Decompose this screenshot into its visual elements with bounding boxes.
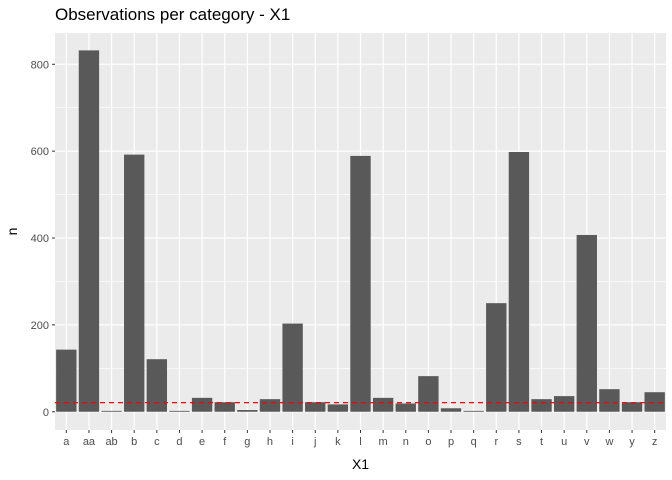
x-tick-label: z — [652, 436, 658, 448]
x-tick-label: d — [176, 436, 182, 448]
bar-e — [191, 397, 213, 412]
y-tick-label: 600 — [31, 146, 49, 158]
x-axis: a aa ab b c d e f g h i j k l m n o p q r s t u v w y z — [63, 430, 657, 448]
x-tick-label: u — [561, 436, 567, 448]
x-tick-label: y — [629, 436, 635, 448]
bar-r — [486, 303, 507, 412]
x-tick-label: e — [199, 436, 205, 448]
bar-ab — [101, 410, 122, 412]
x-tick-label: q — [471, 436, 477, 448]
x-tick-label: o — [425, 436, 431, 448]
bar-b — [124, 154, 145, 412]
x-tick-label: n — [403, 436, 409, 448]
bar-c — [146, 359, 168, 412]
bar-q — [463, 410, 484, 412]
bar-m — [372, 397, 394, 412]
chart-title: Observations per category - X1 — [55, 5, 290, 24]
y-tick-label: 0 — [43, 407, 49, 419]
x-tick-label: f — [223, 436, 227, 448]
x-tick-label: g — [244, 436, 250, 448]
bar-o — [418, 376, 439, 412]
bar-d — [169, 410, 190, 412]
x-tick-label: v — [584, 436, 590, 448]
bar-k — [327, 404, 349, 412]
bar-g — [237, 410, 258, 412]
y-tick-label: 800 — [31, 59, 49, 71]
y-axis-title: n — [4, 228, 20, 236]
bar-t — [531, 399, 552, 412]
bar-s — [508, 152, 530, 412]
bar-z — [644, 392, 665, 412]
x-tick-label: p — [448, 436, 454, 448]
bar-v — [576, 234, 597, 412]
bar-u — [553, 396, 575, 412]
y-axis: 0 200 400 600 800 — [31, 59, 55, 419]
bar-i — [282, 323, 303, 412]
bar-aa — [78, 50, 100, 412]
bar-h — [259, 399, 281, 412]
x-tick-label: a — [63, 436, 70, 448]
bar-l — [350, 155, 371, 412]
x-tick-label: k — [335, 436, 341, 448]
x-axis-title: X1 — [352, 456, 369, 472]
x-tick-label: w — [604, 436, 613, 448]
x-tick-label: i — [291, 436, 293, 448]
x-tick-label: s — [516, 436, 522, 448]
bar-f — [214, 402, 235, 412]
x-tick-label: t — [540, 436, 543, 448]
x-tick-label: aa — [83, 436, 96, 448]
bar-p — [440, 408, 462, 412]
y-tick-label: 200 — [31, 320, 49, 332]
bar-j — [305, 402, 326, 412]
x-tick-label: ab — [105, 436, 117, 448]
x-tick-label: b — [131, 436, 137, 448]
x-tick-label: l — [359, 436, 361, 448]
x-tick-label: r — [494, 436, 498, 448]
y-tick-label: 400 — [31, 233, 49, 245]
bar-y — [621, 402, 643, 412]
x-tick-label: j — [313, 436, 316, 448]
x-tick-label: c — [154, 436, 160, 448]
bar-n — [395, 403, 416, 412]
bar-a — [56, 349, 77, 412]
x-tick-label: m — [379, 436, 388, 448]
x-tick-label: h — [267, 436, 273, 448]
bars — [56, 50, 665, 412]
bar-w — [599, 389, 620, 412]
